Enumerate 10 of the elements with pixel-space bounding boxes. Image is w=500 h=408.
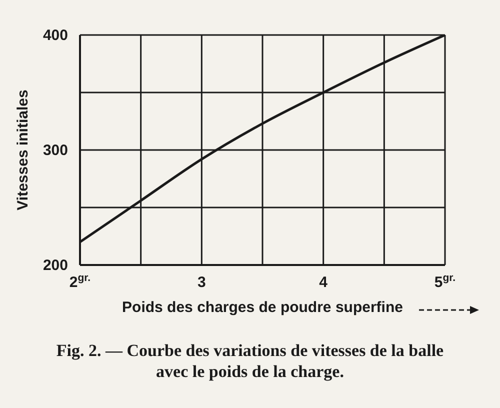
text: Fig. 2. — Courbe des variations de vitesses de la balle avec le poids de la charge. <box>55 340 445 382</box>
x-axis-title: Poids des charges de poudre superfine <box>122 299 403 316</box>
x-tick-label: 2$^{gr.}$ <box>69 272 91 291</box>
y-axis-title: Vitesses initiales <box>14 90 32 210</box>
x-tick-label: 4 <box>319 274 328 291</box>
x-tick-label: 3 <box>197 274 206 291</box>
y-tick-label: 400 <box>42 27 68 44</box>
y-tick-label: 200 <box>42 257 68 274</box>
x-tick-label: 5$^{gr.}$ <box>434 272 456 291</box>
y-tick-label: 300 <box>42 142 68 159</box>
